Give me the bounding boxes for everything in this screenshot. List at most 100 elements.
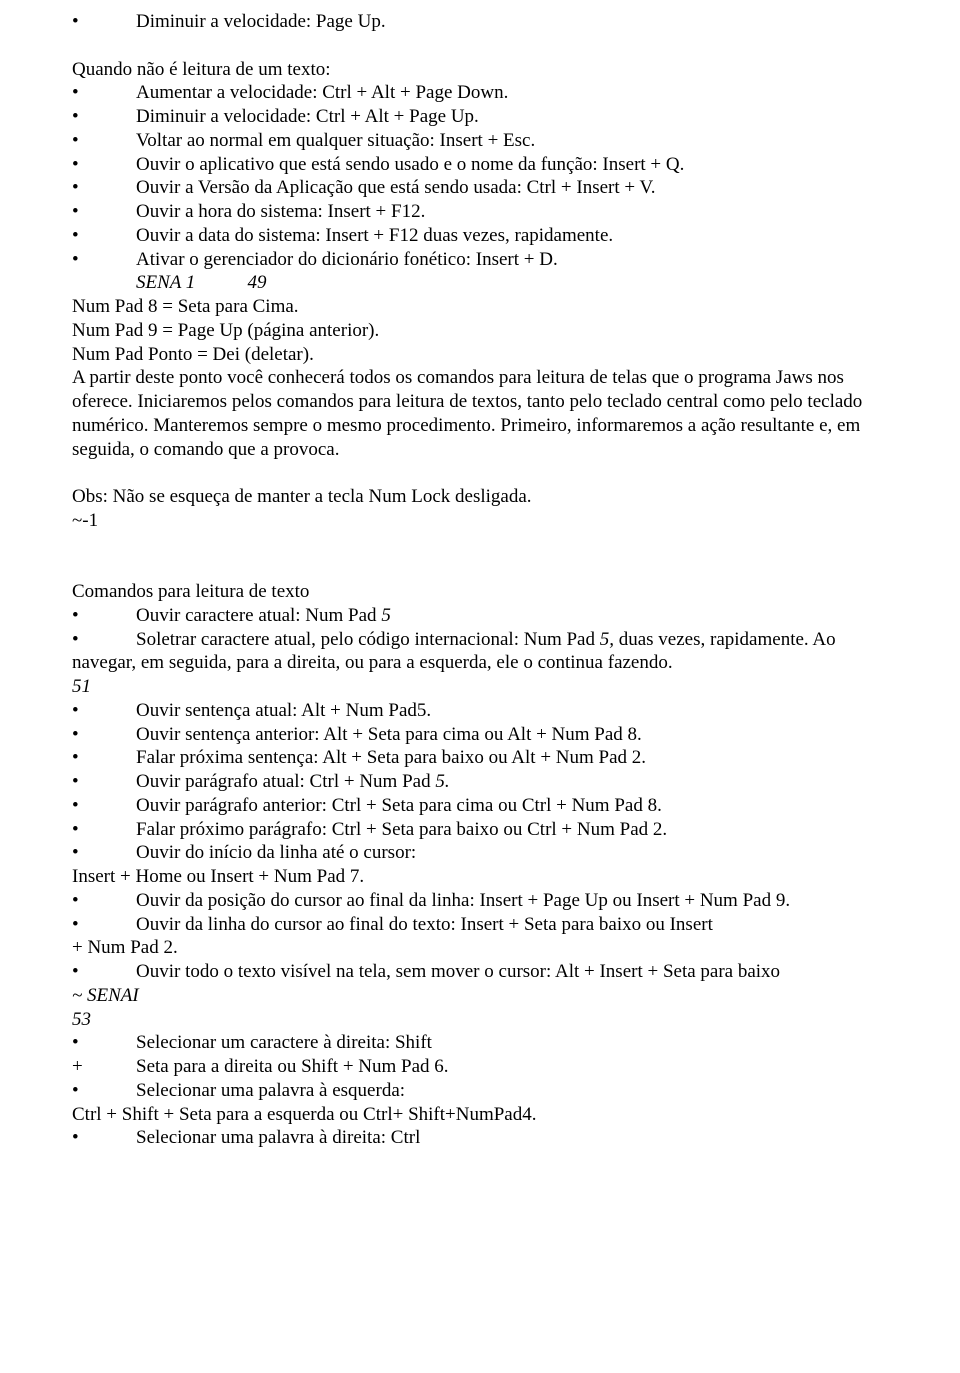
bullet-marker: • (72, 889, 136, 913)
text-line: navegar, em seguida, para a direita, ou … (72, 651, 888, 675)
bullet-text: Falar próxima sentença: Alt + Seta para … (136, 747, 646, 768)
sena-text: SENA 1 49 (136, 272, 267, 293)
bullet-line: •Ouvir a Versão da Aplicação que está se… (72, 176, 888, 200)
bullet-marker: • (72, 1079, 136, 1103)
paragraph-text: Num Pad 9 = Page Up (página anterior). (72, 320, 379, 341)
text-line: 51 (72, 675, 888, 699)
bullet-text: Ouvir da posição do cursor ao final da l… (136, 890, 790, 911)
bullet-line: •Ouvir parágrafo anterior: Ctrl + Seta p… (72, 794, 888, 818)
text-line: Comandos para leitura de texto (72, 580, 888, 604)
text-line: A partir deste ponto você conhecerá todo… (72, 366, 888, 461)
paragraph-text: Num Pad Ponto = Dei (deletar). (72, 344, 314, 365)
bullet-marker: • (72, 81, 136, 105)
bullet-text: Selecionar uma palavra à direita: Ctrl (136, 1127, 420, 1148)
blank-line (72, 533, 888, 557)
bullet-line: •Ouvir todo o texto visível na tela, sem… (72, 960, 888, 984)
sena-line: SENA 1 49 (72, 271, 888, 295)
bullet-marker: • (72, 913, 136, 937)
bullet-line: •Selecionar uma palavra à direita: Ctrl (72, 1126, 888, 1150)
bullet-text: Ouvir da linha do cursor ao final do tex… (136, 914, 713, 935)
bullet-text: Falar próximo parágrafo: Ctrl + Seta par… (136, 819, 667, 840)
paragraph-text: Insert + Home ou Insert + Num Pad 7. (72, 866, 364, 887)
bullet-line: •Selecionar uma palavra à esquerda: (72, 1079, 888, 1103)
bullet-marker: • (72, 105, 136, 129)
bullet-marker: • (72, 1031, 136, 1055)
bullet-text: Ativar o gerenciador do dicionário fonét… (136, 249, 558, 270)
bullet-text: Soletrar caractere atual, pelo código in… (136, 629, 836, 650)
bullet-marker: • (72, 200, 136, 224)
bullet-text: Diminuir a velocidade: Page Up. (136, 11, 386, 32)
plus-marker: + (72, 1055, 136, 1079)
bullet-text: Selecionar uma palavra à esquerda: (136, 1080, 405, 1101)
paragraph-text: Num Pad 8 = Seta para Cima. (72, 296, 299, 317)
bullet-text: Selecionar um caractere à direita: Shift (136, 1032, 432, 1053)
document-body: •Diminuir a velocidade: Page Up.Quando n… (72, 10, 888, 1150)
bullet-text: Ouvir caractere atual: Num Pad 5 (136, 605, 391, 626)
blank-line (72, 556, 888, 580)
bullet-line: •Falar próxima sentença: Alt + Seta para… (72, 746, 888, 770)
bullet-marker: • (72, 224, 136, 248)
bullet-line: •Ouvir sentença atual: Alt + Num Pad5. (72, 699, 888, 723)
bullet-marker: • (72, 770, 136, 794)
bullet-text: Ouvir sentença atual: Alt + Num Pad5. (136, 700, 431, 721)
bullet-line: •Ouvir a data do sistema: Insert + F12 d… (72, 224, 888, 248)
bullet-line: •Ouvir da linha do cursor ao final do te… (72, 913, 888, 937)
paragraph-text: Obs: Não se esqueça de manter a tecla Nu… (72, 486, 532, 507)
bullet-line: •Ouvir caractere atual: Num Pad 5 (72, 604, 888, 628)
bullet-line: •Ouvir sentença anterior: Alt + Seta par… (72, 723, 888, 747)
bullet-marker: • (72, 10, 136, 34)
text-line: Obs: Não se esqueça de manter a tecla Nu… (72, 485, 888, 509)
bullet-marker: • (72, 699, 136, 723)
text-line: Num Pad 8 = Seta para Cima. (72, 295, 888, 319)
continuation-text: Seta para a direita ou Shift + Num Pad 6… (136, 1056, 449, 1077)
bullet-marker: • (72, 248, 136, 272)
bullet-line: •Ativar o gerenciador do dicionário foné… (72, 248, 888, 272)
bullet-text: Aumentar a velocidade: Ctrl + Alt + Page… (136, 82, 508, 103)
bullet-line: •Diminuir a velocidade: Page Up. (72, 10, 888, 34)
bullet-marker: • (72, 176, 136, 200)
bullet-line: •Ouvir a hora do sistema: Insert + F12. (72, 200, 888, 224)
bullet-text: Ouvir a hora do sistema: Insert + F12. (136, 201, 425, 222)
paragraph-text: ~ SENAI (72, 985, 139, 1006)
paragraph-text: + Num Pad 2. (72, 937, 178, 958)
bullet-text: Ouvir todo o texto visível na tela, sem … (136, 961, 780, 982)
bullet-marker: • (72, 723, 136, 747)
bullet-text: Ouvir a data do sistema: Insert + F12 du… (136, 225, 613, 246)
text-line: Num Pad Ponto = Dei (deletar). (72, 343, 888, 367)
bullet-line: •Ouvir parágrafo atual: Ctrl + Num Pad 5… (72, 770, 888, 794)
paragraph-text: 51 (72, 676, 91, 697)
bullet-text: Ouvir sentença anterior: Alt + Seta para… (136, 724, 642, 745)
bullet-text: Diminuir a velocidade: Ctrl + Alt + Page… (136, 106, 479, 127)
bullet-text: Voltar ao normal em qualquer situação: I… (136, 130, 535, 151)
paragraph-text: navegar, em seguida, para a direita, ou … (72, 652, 673, 673)
bullet-line: •Aumentar a velocidade: Ctrl + Alt + Pag… (72, 81, 888, 105)
bullet-line: •Ouvir o aplicativo que está sendo usado… (72, 153, 888, 177)
text-line: ~ SENAI (72, 984, 888, 1008)
bullet-text: Ouvir parágrafo atual: Ctrl + Num Pad 5. (136, 771, 450, 792)
bullet-line: •Soletrar caractere atual, pelo código i… (72, 628, 888, 652)
bullet-marker: • (72, 960, 136, 984)
bullet-marker: • (72, 794, 136, 818)
bullet-line: •Diminuir a velocidade: Ctrl + Alt + Pag… (72, 105, 888, 129)
bullet-text: Ouvir o aplicativo que está sendo usado … (136, 154, 684, 175)
text-line: Insert + Home ou Insert + Num Pad 7. (72, 865, 888, 889)
bullet-marker: • (72, 604, 136, 628)
text-line: 53 (72, 1008, 888, 1032)
bullet-marker: • (72, 841, 136, 865)
paragraph-text: A partir deste ponto você conhecerá todo… (72, 367, 862, 459)
bullet-marker: • (72, 153, 136, 177)
paragraph-text: 53 (72, 1009, 91, 1030)
bullet-marker: • (72, 818, 136, 842)
text-line: ~-1 (72, 509, 888, 533)
paragraph-text: Ctrl + Shift + Seta para a esquerda ou C… (72, 1104, 537, 1125)
bullet-marker: • (72, 628, 136, 652)
continuation-line: +Seta para a direita ou Shift + Num Pad … (72, 1055, 888, 1079)
paragraph-text: Comandos para leitura de texto (72, 581, 309, 602)
bullet-text: Ouvir a Versão da Aplicação que está sen… (136, 177, 656, 198)
text-line: + Num Pad 2. (72, 936, 888, 960)
blank-line (72, 461, 888, 485)
bullet-text: Ouvir parágrafo anterior: Ctrl + Seta pa… (136, 795, 662, 816)
bullet-text: Ouvir do início da linha até o cursor: (136, 842, 416, 863)
bullet-marker: • (72, 746, 136, 770)
bullet-line: •Ouvir do início da linha até o cursor: (72, 841, 888, 865)
